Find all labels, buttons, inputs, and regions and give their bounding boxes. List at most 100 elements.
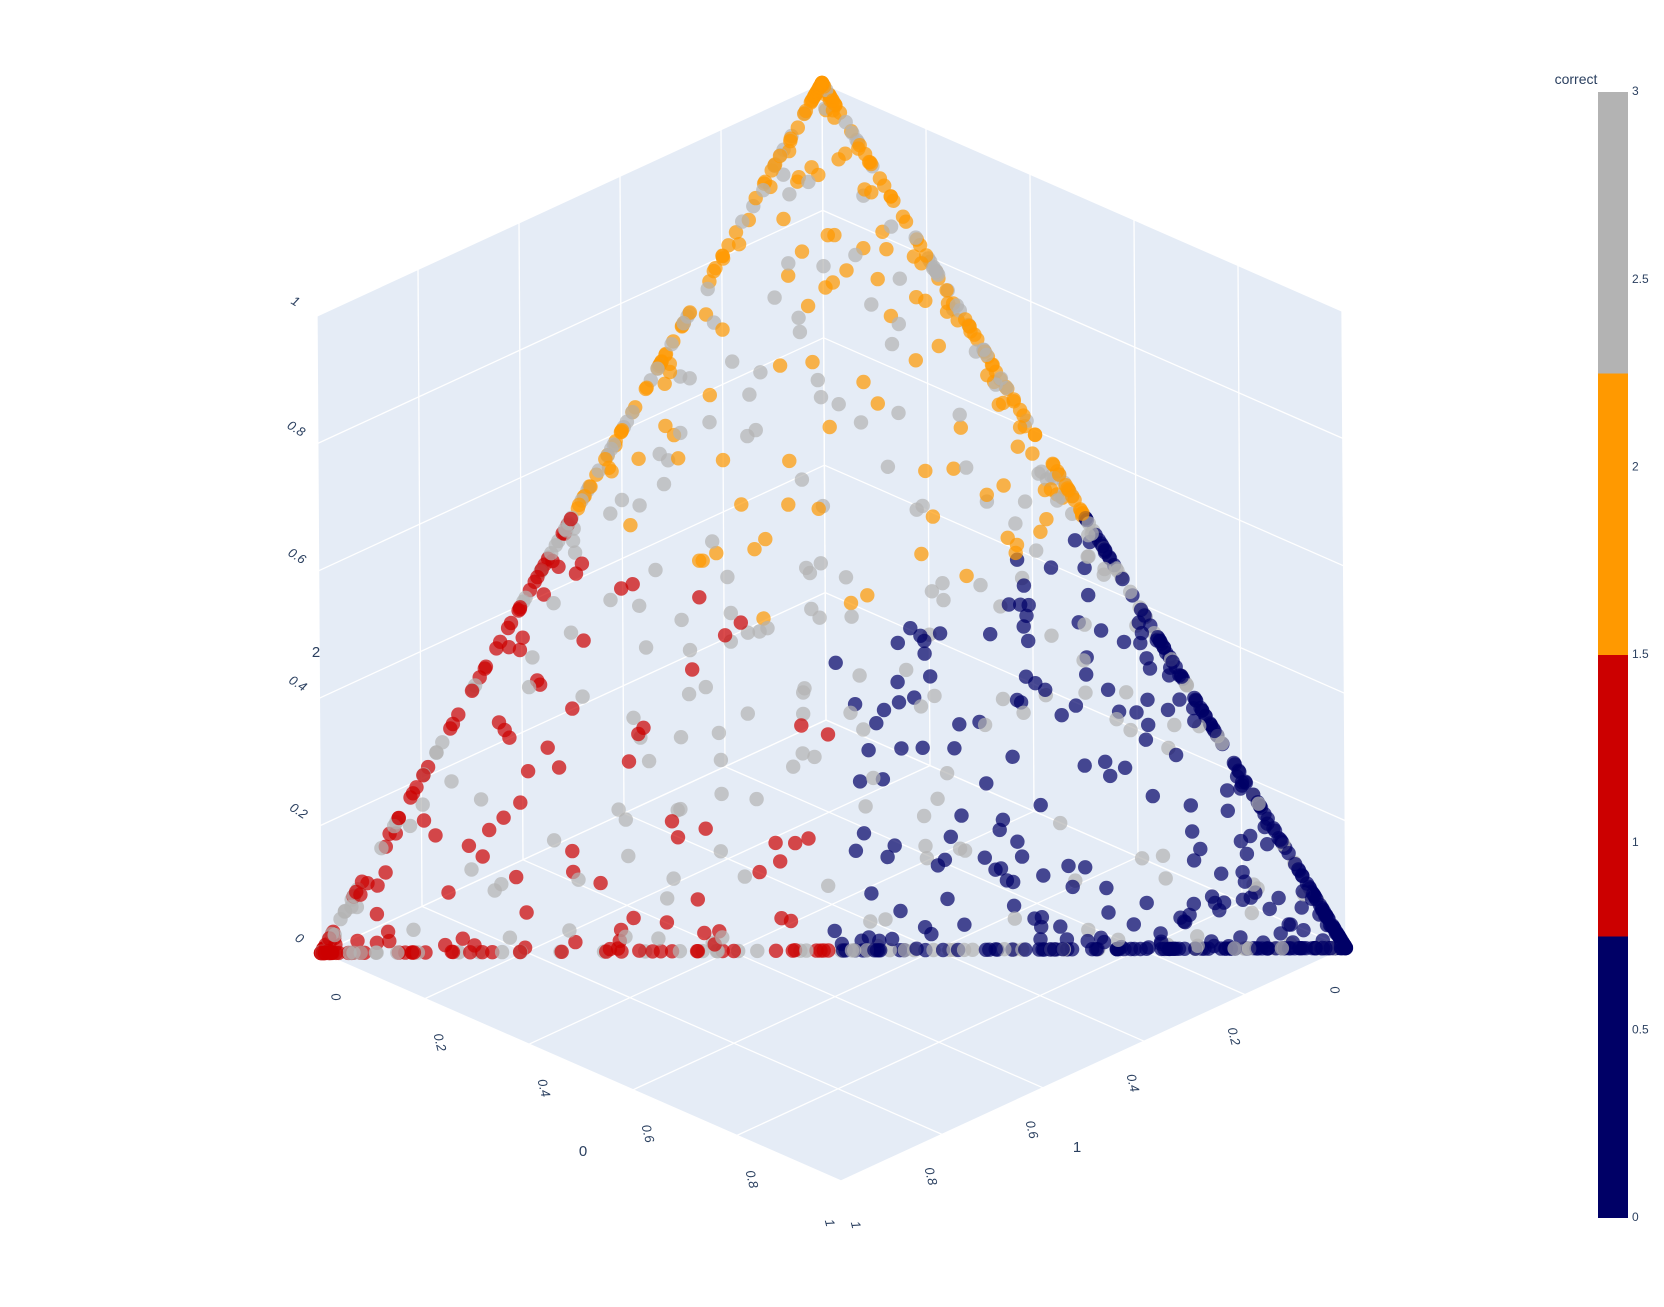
data-point[interactable] (843, 705, 858, 720)
data-point[interactable] (851, 141, 866, 156)
data-point[interactable] (843, 595, 859, 611)
data-point[interactable] (1288, 857, 1303, 872)
data-point[interactable] (374, 841, 389, 856)
data-point[interactable] (1129, 705, 1144, 720)
data-point[interactable] (820, 727, 836, 742)
data-point[interactable] (1101, 905, 1116, 920)
data-point[interactable] (813, 390, 829, 405)
data-point[interactable] (515, 630, 530, 645)
data-point[interactable] (915, 740, 930, 755)
data-point[interactable] (1006, 898, 1022, 913)
data-point[interactable] (1016, 578, 1032, 593)
data-point[interactable] (794, 718, 809, 733)
data-point[interactable] (621, 848, 636, 864)
data-point[interactable] (632, 943, 647, 958)
data-point[interactable] (1160, 702, 1176, 718)
data-point[interactable] (897, 943, 912, 958)
data-point[interactable] (1220, 783, 1235, 798)
data-point[interactable] (821, 878, 836, 893)
data-point[interactable] (705, 534, 720, 549)
data-point[interactable] (511, 603, 526, 618)
data-point[interactable] (866, 770, 881, 786)
data-point[interactable] (883, 219, 899, 234)
data-point[interactable] (913, 699, 929, 714)
data-point[interactable] (1239, 846, 1255, 862)
data-point[interactable] (1058, 478, 1073, 493)
data-point[interactable] (1123, 722, 1138, 738)
data-point[interactable] (1025, 446, 1040, 461)
data-point[interactable] (1077, 560, 1092, 576)
data-point[interactable] (651, 931, 666, 946)
data-point[interactable] (1250, 941, 1266, 956)
data-point[interactable] (519, 905, 534, 920)
data-point[interactable] (1007, 911, 1022, 926)
data-point[interactable] (908, 230, 923, 245)
data-point[interactable] (825, 275, 840, 290)
data-point[interactable] (1168, 747, 1184, 763)
data-point[interactable] (1177, 941, 1192, 956)
data-point[interactable] (996, 478, 1011, 493)
data-point[interactable] (441, 885, 456, 900)
data-point[interactable] (979, 776, 994, 791)
data-point[interactable] (809, 943, 824, 958)
data-point[interactable] (813, 556, 828, 571)
data-point[interactable] (520, 764, 536, 779)
data-point[interactable] (618, 929, 633, 944)
data-point[interactable] (1227, 941, 1242, 956)
data-point[interactable] (1100, 682, 1116, 697)
data-point[interactable] (988, 377, 1003, 392)
data-point[interactable] (852, 774, 868, 789)
data-point[interactable] (525, 650, 540, 665)
data-point[interactable] (563, 625, 579, 640)
data-point[interactable] (962, 318, 977, 334)
data-point[interactable] (939, 766, 955, 781)
data-point[interactable] (767, 290, 782, 305)
data-point[interactable] (1043, 560, 1059, 575)
data-point[interactable] (1044, 628, 1059, 643)
data-point[interactable] (1006, 394, 1021, 409)
data-point[interactable] (799, 943, 814, 958)
data-point[interactable] (782, 453, 797, 469)
data-point[interactable] (368, 945, 384, 960)
data-point[interactable] (1237, 874, 1253, 889)
data-point[interactable] (1077, 617, 1092, 632)
data-point[interactable] (648, 562, 663, 578)
data-point[interactable] (1244, 905, 1260, 921)
data-point[interactable] (816, 259, 831, 274)
data-point[interactable] (892, 271, 907, 286)
data-point[interactable] (604, 464, 619, 479)
data-point[interactable] (954, 808, 969, 823)
data-point[interactable] (827, 923, 842, 939)
data-point[interactable] (378, 865, 393, 880)
data-point[interactable] (1216, 895, 1232, 910)
data-point[interactable] (416, 768, 431, 783)
data-point[interactable] (831, 397, 846, 412)
data-point[interactable] (681, 686, 697, 702)
data-point[interactable] (583, 479, 598, 494)
data-point[interactable] (1140, 692, 1155, 707)
data-point[interactable] (1155, 848, 1171, 863)
data-point[interactable] (1193, 841, 1208, 857)
data-point[interactable] (513, 795, 528, 810)
data-point[interactable] (482, 822, 497, 838)
data-point[interactable] (1133, 602, 1149, 617)
data-point[interactable] (1010, 439, 1025, 454)
data-point[interactable] (1243, 828, 1258, 844)
data-point[interactable] (1294, 868, 1310, 883)
data-point[interactable] (792, 324, 808, 340)
data-point[interactable] (917, 633, 932, 649)
data-point[interactable] (1173, 910, 1188, 925)
data-point[interactable] (992, 822, 1007, 838)
data-point[interactable] (571, 497, 587, 512)
data-point[interactable] (625, 404, 640, 420)
data-point[interactable] (382, 933, 397, 949)
data-point[interactable] (567, 545, 583, 560)
data-point[interactable] (776, 211, 791, 227)
data-point[interactable] (714, 786, 729, 802)
data-point[interactable] (1029, 543, 1044, 558)
data-point[interactable] (908, 353, 923, 368)
data-point[interactable] (1172, 692, 1187, 707)
data-point[interactable] (1053, 919, 1068, 934)
data-point[interactable] (747, 542, 762, 557)
data-point[interactable] (500, 620, 516, 636)
